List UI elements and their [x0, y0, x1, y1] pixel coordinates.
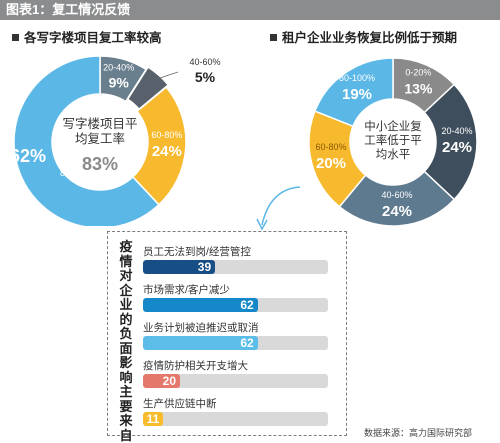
- arrow-connector: [256, 186, 301, 231]
- impact-bar-fill: 62: [143, 336, 258, 350]
- slice-value-label: 24%: [442, 139, 472, 156]
- source-note: 数据来源：高力国际研究部: [363, 428, 472, 438]
- impact-bar-label: 疫情防护相关开支增大: [143, 360, 248, 372]
- bullet-icon: [270, 34, 277, 41]
- office-recovery-donut: 20-40%9%40-60%5%60-80%24%80-100%62%写字楼项目…: [10, 55, 221, 226]
- impact-bar-row: 疫情防护相关开支增大 20: [143, 360, 328, 388]
- slice-range-label: 60-80%: [315, 142, 346, 152]
- donut-hole: [53, 95, 147, 189]
- left-chart-title-text: 各写字楼项目复工率较高: [24, 31, 162, 45]
- slice-range-label: 20-40%: [441, 126, 472, 136]
- impact-bar-fill: 62: [143, 298, 258, 312]
- impact-bar-fill: 20: [143, 374, 180, 388]
- impact-bar-label: 业务计划被迫推迟或取消: [143, 322, 259, 334]
- donut-center-text: 均水平: [376, 148, 411, 161]
- impact-bar-row: 员工无法到岗/经营管控 39: [143, 246, 328, 274]
- bullet-icon: [12, 34, 19, 41]
- right-chart-title-text: 租户企业业务恢复比例低于预期: [282, 31, 458, 45]
- impact-bar-row: 业务计划被迫推迟或取消 62: [143, 322, 328, 350]
- donut-center-text: 中小企业复: [364, 119, 422, 133]
- leader-line: [159, 71, 179, 79]
- impact-bar-track: 62: [143, 336, 328, 350]
- slice-value-label: 9%: [109, 75, 130, 91]
- impact-bar-row: 生产供应链中断 11: [143, 398, 328, 426]
- donut-slice: [313, 57, 394, 128]
- donut-center-text: 工率低于平: [364, 133, 422, 147]
- header-bar: 图表1：复工情况反馈: [0, 0, 500, 20]
- slice-value-label: 62%: [10, 146, 46, 166]
- impact-bar-track: 11: [143, 412, 328, 426]
- impact-bar-track: 39: [143, 260, 328, 274]
- impact-bar-label: 市场需求/客户减少: [143, 284, 230, 296]
- arrow-connector-path: [261, 186, 301, 226]
- slice-value-label: 20%: [316, 155, 346, 172]
- impact-bar-label: 生产供应链中断: [143, 398, 217, 410]
- slice-value-label: 24%: [382, 203, 412, 220]
- left-chart-title: 各写字楼项目复工率较高: [12, 31, 162, 46]
- impact-bar-fill: 11: [143, 412, 164, 426]
- tenant-recovery-donut: 0-20% 13% 20-40% 24% 40-60% 24% 60-80% 20% 80-10…: [308, 57, 478, 226]
- slice-range-label: 60-80%: [151, 130, 182, 140]
- impact-bar-track: 20: [143, 374, 328, 388]
- slice-range-label: 80-100%: [339, 73, 375, 83]
- donut-slice: [338, 170, 456, 226]
- donut-slice: [423, 83, 478, 201]
- slice-range-label: 40-60%: [382, 190, 413, 200]
- header-title: 图表1：复工情况反馈: [6, 2, 131, 17]
- slice-range-label: 20-40%: [103, 63, 134, 73]
- donut-center-text: 写字楼项目平: [62, 116, 137, 131]
- right-chart-title: 租户企业业务恢复比例低于预期: [270, 31, 457, 46]
- donut-center-text: 均复工率: [75, 131, 125, 146]
- donut-slice: [13, 55, 160, 226]
- slice-value-label: 13%: [404, 80, 433, 96]
- donut-center-value: 83%: [82, 154, 118, 174]
- impact-bar-label: 员工无法到岗/经营管控: [143, 246, 251, 258]
- slice-value-label: 19%: [342, 86, 372, 103]
- impact-bar-fill: 39: [143, 260, 216, 274]
- arrow-head-icon: [256, 218, 268, 231]
- negative-impact-panel: 疫情对企业的负面影响主要来自 员工无法到岗/经营管控 39 市场需求/客户减少 62 业…: [107, 231, 347, 442]
- donut-hole: [351, 100, 435, 184]
- slice-value-label: 5%: [195, 69, 216, 85]
- slice-range-label: 0-20%: [405, 67, 431, 77]
- slice-range-label: 40-60%: [189, 57, 220, 67]
- impact-bar-track: 62: [143, 298, 328, 312]
- impact-bar-row: 市场需求/客户减少 62: [143, 284, 328, 312]
- slice-value-label: 24%: [152, 143, 182, 160]
- impact-panel-title: 疫情对企业的负面影响主要来自: [119, 239, 133, 443]
